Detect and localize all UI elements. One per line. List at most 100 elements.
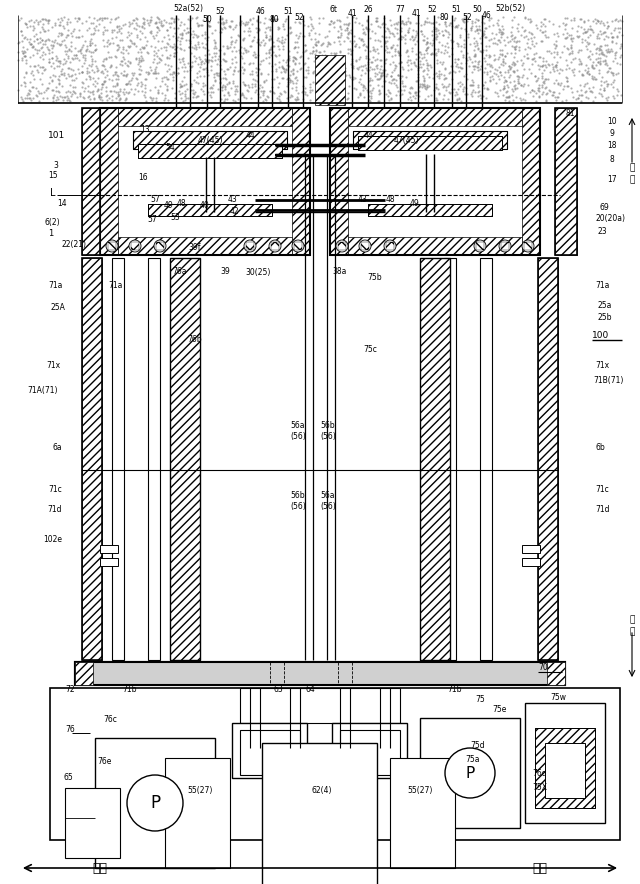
Text: 57: 57 [150,195,160,204]
Text: 75w: 75w [550,694,566,703]
Text: 101: 101 [48,131,65,140]
Bar [138,144,282,158]
Bar [361,242,369,250]
Bar [535,728,595,808]
Bar [131,242,139,250]
Text: 76a: 76a [173,268,188,277]
Text: 71b: 71b [448,685,462,695]
Bar [65,788,120,858]
Text: 44: 44 [363,131,373,140]
Bar [535,728,595,808]
Text: 75e: 75e [493,705,507,714]
Text: 71a: 71a [108,280,122,289]
Text: 48: 48 [176,199,186,208]
Text: 64: 64 [305,685,315,695]
Text: L: L [50,188,56,198]
Circle shape [129,240,141,252]
Bar [547,662,565,685]
Text: 42: 42 [229,208,239,217]
Text: P: P [465,766,475,781]
Text: 81: 81 [565,110,575,118]
Bar [501,242,509,250]
Text: 102e: 102e [43,536,62,545]
Text: 43: 43 [357,195,367,204]
Bar [170,258,200,660]
Text: 75a: 75a [466,756,480,765]
Text: 16: 16 [138,173,148,182]
Text: 側: 側 [629,176,635,185]
Text: 50: 50 [472,4,482,13]
Bar [420,258,450,660]
Circle shape [499,240,511,252]
Text: 71c: 71c [48,485,62,494]
Bar [522,545,540,553]
Circle shape [474,240,486,252]
Text: 右側: 右側 [532,862,547,874]
Bar [480,258,492,660]
Text: 56a: 56a [291,421,305,430]
Text: (56): (56) [320,432,336,441]
Circle shape [336,240,348,252]
Text: 15: 15 [49,171,58,179]
Text: 76e: 76e [98,758,112,766]
Text: 43: 43 [227,195,237,204]
Text: 80: 80 [269,14,279,24]
Bar [522,108,540,255]
Text: 46: 46 [255,6,265,16]
Bar [524,242,532,250]
Bar [148,204,272,216]
Circle shape [384,240,396,252]
Text: 56b: 56b [291,491,305,499]
Bar [138,144,282,158]
Text: 71A(71): 71A(71) [28,385,58,394]
Text: 69: 69 [600,202,610,211]
Bar [292,108,310,255]
Bar [332,723,407,778]
Bar [338,242,346,250]
Bar [368,204,492,216]
Text: 80: 80 [439,13,449,22]
Bar [100,108,310,255]
Bar [555,108,577,255]
Bar [170,258,200,660]
Text: 56b: 56b [321,421,335,430]
Bar [100,545,118,553]
Text: 51: 51 [283,6,293,16]
Text: 22(21): 22(21) [62,240,87,248]
Text: 71B(71): 71B(71) [593,376,623,385]
Text: 71d: 71d [595,506,609,514]
Text: 55(27): 55(27) [188,786,212,795]
Bar [420,718,520,828]
Bar [82,108,100,255]
Text: 75X: 75X [532,782,547,791]
Text: 71a: 71a [49,280,63,289]
Text: 57: 57 [147,216,157,225]
Bar [368,204,492,216]
Bar [348,237,522,255]
Text: 49: 49 [410,199,420,208]
Text: 65: 65 [63,774,73,782]
Text: 25b: 25b [598,314,612,323]
Text: 52: 52 [462,12,472,21]
Bar [340,730,400,775]
Text: 100: 100 [592,331,609,339]
Bar [246,242,254,250]
Text: 前: 前 [629,164,635,172]
Bar [148,258,160,660]
Text: 75b: 75b [368,273,382,283]
Text: 9: 9 [610,129,615,139]
Text: 54: 54 [165,143,175,153]
Bar [240,688,400,723]
Text: 46: 46 [482,11,492,20]
Bar [82,108,100,255]
Text: 75: 75 [475,696,485,705]
Bar [538,258,558,660]
Bar [112,258,124,660]
Text: 52b(52): 52b(52) [495,4,525,13]
Bar [95,738,215,868]
Text: 6a: 6a [52,444,62,453]
Text: 41: 41 [411,9,421,18]
Bar [156,242,164,250]
Bar [133,131,287,149]
Text: 71c: 71c [595,485,609,494]
